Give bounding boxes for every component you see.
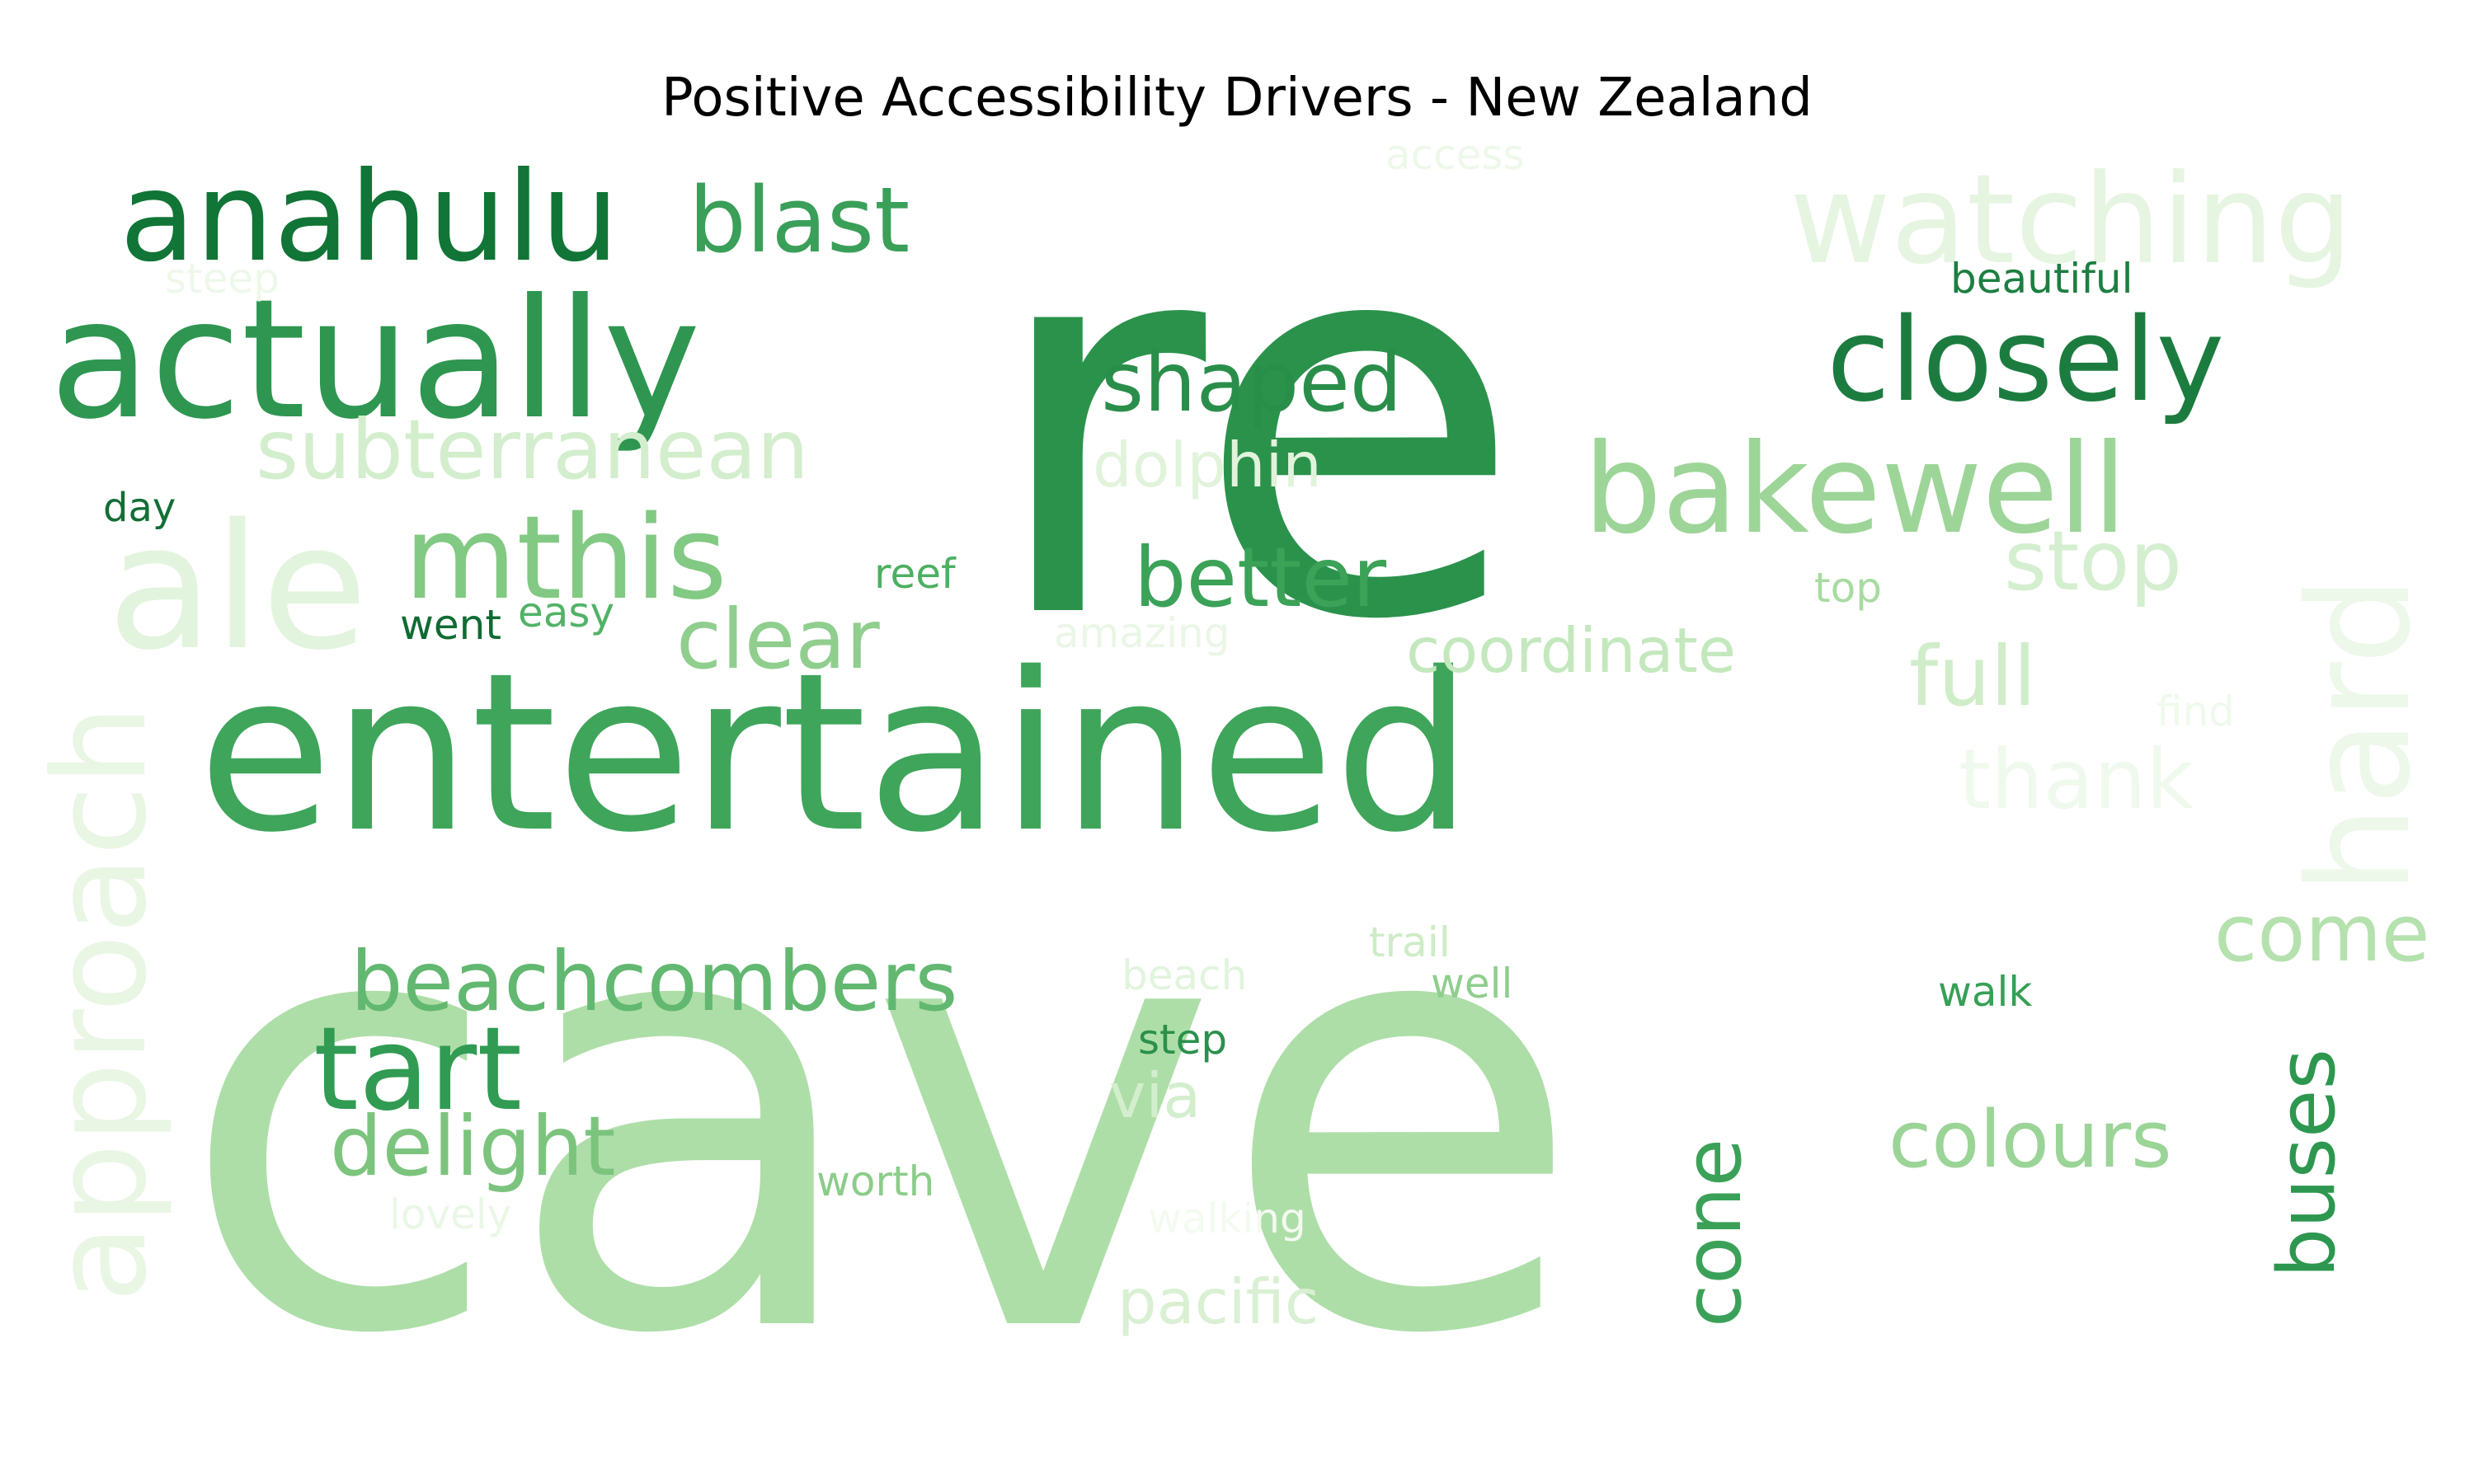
word-shaped: shaped (1101, 334, 1402, 430)
word-well: well (1431, 960, 1512, 1007)
word-reef: reef (874, 550, 957, 598)
word-subterranean: subterranean (256, 402, 809, 498)
word-via: via (1109, 1059, 1201, 1132)
word-watching: watching (1790, 148, 2353, 292)
word-bakewell: bakewell (1583, 418, 2127, 561)
word-stop: stop (2004, 513, 2182, 609)
word-tart: tart (313, 1003, 522, 1137)
word-beachcombers: beachcombers (350, 933, 957, 1030)
word-step: step (1138, 1016, 1227, 1064)
word-closely: closely (1827, 294, 2224, 428)
word-ale: ale (107, 486, 368, 688)
word-hard: hard (2279, 575, 2442, 895)
word-buses: buses (2262, 1049, 2353, 1278)
word-clear: clear (676, 591, 881, 688)
word-access: access (1385, 131, 1524, 179)
word-actually: actually (49, 264, 701, 456)
word-beach: beach (1122, 951, 1247, 999)
word-entertained: entertained (198, 627, 1473, 881)
word-better: better (1134, 529, 1387, 626)
word-walk: walk (1938, 968, 2032, 1016)
word-re: re (985, 114, 1524, 737)
chart-title: Positive Accessibility Drivers - New Zea… (661, 68, 1813, 129)
word-trail: trail (1369, 918, 1451, 966)
word-find: find (2157, 688, 2235, 735)
word-anahulu: anahulu (120, 146, 619, 289)
word-easy: easy (518, 589, 614, 636)
word-colours: colours (1888, 1095, 2172, 1186)
word-lovely: lovely (389, 1190, 511, 1238)
word-thank: thank (1959, 731, 2194, 828)
word-come: come (2214, 889, 2429, 979)
word-coordinate: coordinate (1406, 614, 1736, 687)
word-walking: walking (1148, 1195, 1306, 1242)
word-day: day (103, 485, 176, 531)
word-went: went (400, 601, 501, 649)
word-full: full (1909, 628, 2036, 725)
word-steep: steep (165, 255, 280, 303)
word-top: top (1814, 564, 1882, 612)
word-dolphin: dolphin (1093, 429, 1322, 501)
word-delight: delight (330, 1098, 616, 1195)
word-beautiful: beautiful (1950, 255, 2133, 303)
word-mthis: mthis (404, 491, 727, 626)
word-pacific: pacific (1117, 1266, 1319, 1338)
word-blast: blast (689, 167, 910, 273)
word-worth: worth (816, 1158, 934, 1205)
word-amazing: amazing (1054, 609, 1230, 657)
word-cave: cave (177, 773, 1584, 1463)
word-cone: cone (1668, 1139, 1759, 1327)
word-approach: approach (26, 705, 175, 1303)
